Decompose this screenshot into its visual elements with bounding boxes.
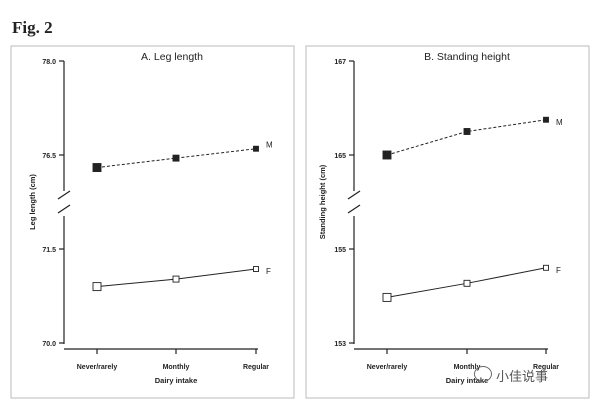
panel-a-ytick-label-lower-top: 71.5 [42, 247, 56, 254]
panel-b-series-f-point-0 [382, 292, 392, 302]
panel-a-title: A. Leg length [141, 51, 203, 63]
panel-a-series-f-label: F [266, 267, 271, 276]
panel-b: B. Standing height 167 165 155 153 Never… [305, 45, 590, 399]
panel-a-marks: MF [92, 141, 273, 292]
panel-a-xtick-label-2: Regular [243, 364, 269, 371]
panel-b-ylabel: Standing height (cm) [318, 164, 327, 239]
panel-a-ytick-label-upper-top: 78.0 [42, 59, 56, 66]
panel-a-axis-break-bottom [57, 204, 71, 214]
watermark: 小佳说事 [496, 370, 549, 385]
panel-b-ytick-label-lower-bottom: 153 [334, 341, 346, 348]
panel-a-border [10, 45, 295, 399]
panel-a-ytick-label-lower-bottom: 70.0 [42, 341, 56, 348]
panel-b-series-m-line [386, 119, 547, 156]
panel-a-ylabel: Leg length (cm) [28, 174, 37, 230]
panel-b-series-m-point-2 [543, 116, 549, 123]
panel-a-xtick-label-0: Never/rarely [77, 364, 118, 371]
panel-b-axis-break-top [347, 190, 361, 200]
panel-a: A. Leg length 78.0 76.5 71.5 70.0 Never/… [10, 45, 295, 399]
panel-a-axis-break-top [57, 190, 71, 200]
panel-b-xlabel: Dairy intake [446, 376, 489, 385]
wechat-icon [474, 366, 492, 382]
panel-a-series-m-point-2 [253, 145, 259, 152]
figure-label: Fig. 2 [12, 18, 53, 37]
panel-a-series-m-label: M [266, 141, 273, 150]
panel-b-ytick-label-lower-top: 155 [334, 247, 346, 254]
panel-b-title: B. Standing height [424, 51, 510, 63]
panel-a-series-f-point-1 [172, 275, 180, 283]
panel-b-series-f-point-2 [543, 264, 549, 271]
panel-b-ytick-label-upper-top: 167 [334, 59, 346, 66]
panel-b-xtick-label-2: Regular [533, 364, 559, 371]
panel-a-series-f-point-2 [253, 266, 259, 273]
panel-b-ytick-label-upper-bottom: 165 [334, 153, 346, 160]
panel-a-xlabel: Dairy intake [155, 376, 198, 385]
panel-a-series-m-point-0 [92, 163, 102, 172]
panel-a-series-m-line [96, 148, 257, 169]
panel-a-series-m-point-1 [172, 154, 180, 162]
panel-b-marks: MF [382, 116, 563, 302]
panel-a-xtick-label-1: Monthly [163, 364, 190, 371]
panel-b-xtick-label-0: Never/rarely [367, 364, 408, 371]
panel-b-xtick-label-1: Monthly [454, 364, 481, 371]
panel-b-series-f-point-1 [463, 279, 471, 287]
panel-b-series-m-point-1 [463, 128, 471, 135]
panel-b-series-m-point-0 [382, 150, 392, 160]
panel-b-axis-break-bottom [347, 204, 361, 214]
panel-a-series-f-point-0 [92, 282, 102, 292]
panel-b-series-m-label: M [556, 118, 563, 127]
panel-b-series-f-label: F [556, 266, 561, 275]
panel-a-ytick-label-upper-bottom: 76.5 [42, 153, 56, 160]
panel-b-border [305, 45, 590, 399]
